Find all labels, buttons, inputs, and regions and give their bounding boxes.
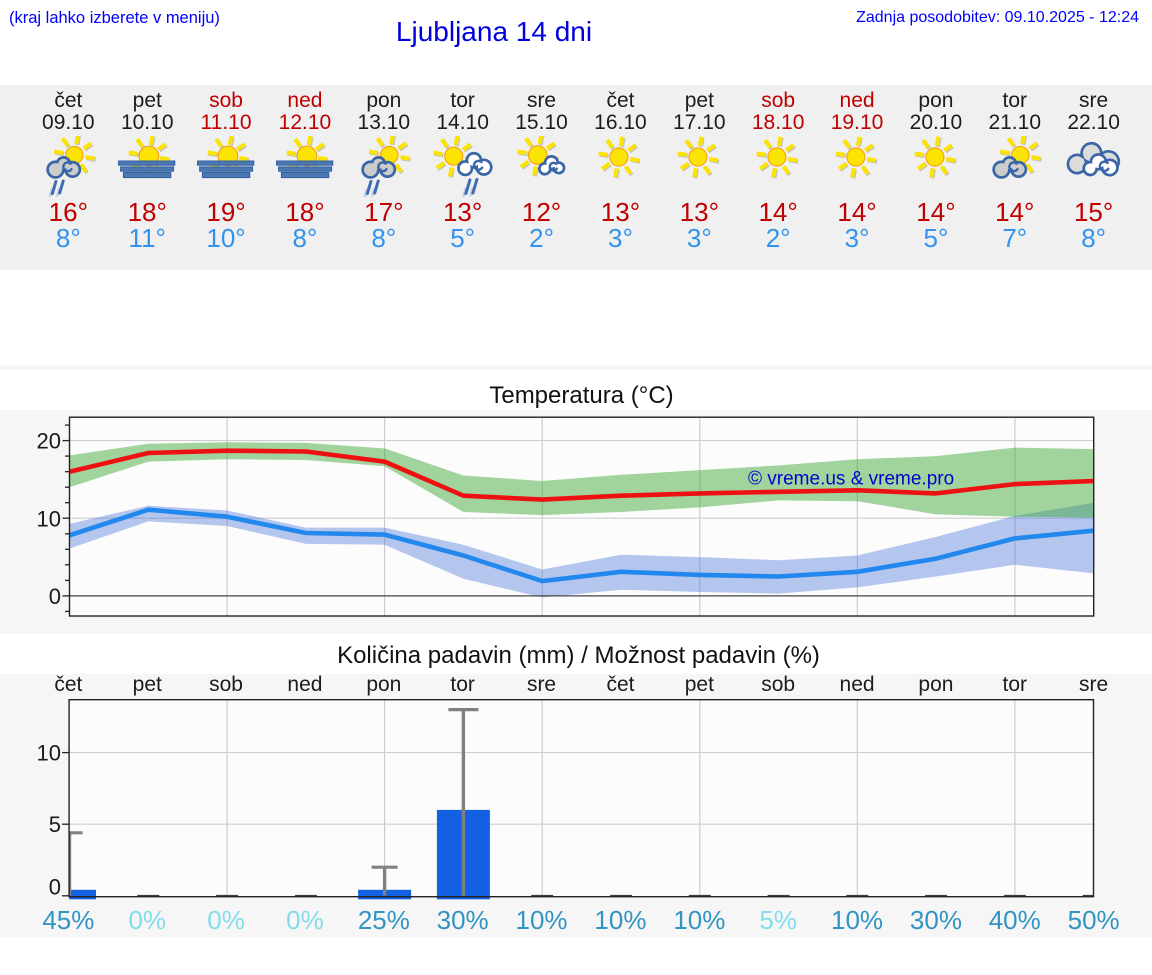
svg-text:20: 20: [37, 429, 61, 454]
svg-text:© vreme.us & vreme.pro: © vreme.us & vreme.pro: [748, 469, 954, 490]
svg-text:0: 0: [49, 584, 61, 609]
svg-text:10: 10: [37, 506, 61, 531]
svg-text:0: 0: [49, 875, 61, 900]
svg-text:10: 10: [37, 741, 61, 766]
svg-text:5: 5: [49, 812, 61, 837]
